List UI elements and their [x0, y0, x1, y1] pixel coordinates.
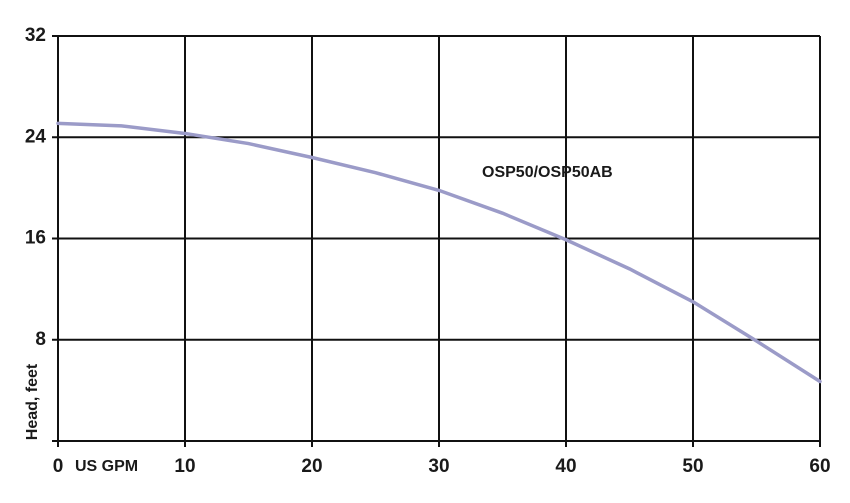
series-label: OSP50/OSP50AB — [482, 164, 613, 181]
x-tick-label: 30 — [428, 456, 449, 477]
x-axis-label: US GPM — [75, 458, 138, 475]
x-tick-label: 40 — [555, 456, 576, 477]
y-tick-label: 8 — [35, 329, 46, 350]
line-series — [56, 121, 822, 384]
y-axis-label: Head, feet — [24, 363, 41, 440]
y-tick-label: 16 — [25, 228, 46, 249]
x-tick-label: 0 — [53, 456, 64, 477]
y-tick-label: 24 — [25, 126, 47, 147]
x-tick-label: 20 — [301, 456, 322, 477]
x-tick-label: 50 — [682, 456, 703, 477]
x-tick-label: 60 — [809, 456, 830, 477]
y-tick-label: 32 — [25, 25, 46, 46]
x-tick-label: 10 — [174, 456, 195, 477]
